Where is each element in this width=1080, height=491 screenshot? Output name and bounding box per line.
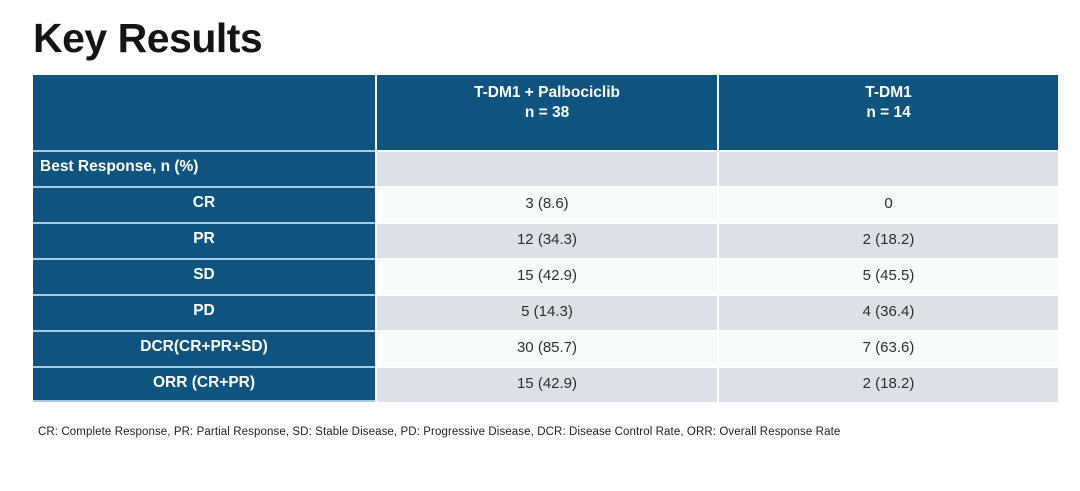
corner-cell <box>33 75 375 150</box>
data-cell: 4 (36.4) <box>717 294 1058 330</box>
results-table: T-DM1 + Palbociclib n = 38 T-DM1 n = 14 … <box>33 75 1058 402</box>
table-header-row: T-DM1 + Palbociclib n = 38 T-DM1 n = 14 <box>33 75 1058 150</box>
data-cell: 3 (8.6) <box>375 186 717 222</box>
data-cell: 5 (14.3) <box>375 294 717 330</box>
table-row-orr: ORR (CR+PR) 15 (42.9) 2 (18.2) <box>33 366 1058 402</box>
data-cell: 15 (42.9) <box>375 258 717 294</box>
data-cell: 30 (85.7) <box>375 330 717 366</box>
table-row-sd: SD 15 (42.9) 5 (45.5) <box>33 258 1058 294</box>
row-label-cell: DCR(CR+PR+SD) <box>33 330 375 366</box>
row-label-cell: CR <box>33 186 375 222</box>
column-n: n = 14 <box>866 104 911 121</box>
column-header-tdm1-palbociclib: T-DM1 + Palbociclib n = 38 <box>375 75 717 150</box>
data-cell: 2 (18.2) <box>717 222 1058 258</box>
table-row-best-response: Best Response, n (%) <box>33 150 1058 186</box>
row-label-cell: PD <box>33 294 375 330</box>
column-title: T-DM1 <box>865 84 912 101</box>
column-title: T-DM1 + Palbociclib <box>474 84 620 101</box>
data-cell: 7 (63.6) <box>717 330 1058 366</box>
column-header-tdm1: T-DM1 n = 14 <box>717 75 1058 150</box>
row-label-cell: PR <box>33 222 375 258</box>
column-n: n = 38 <box>524 104 570 121</box>
data-cell: 5 (45.5) <box>717 258 1058 294</box>
table-row-pr: PR 12 (34.3) 2 (18.2) <box>33 222 1058 258</box>
data-cell: 12 (34.3) <box>375 222 717 258</box>
table-row-pd: PD 5 (14.3) 4 (36.4) <box>33 294 1058 330</box>
data-cell: 0 <box>717 186 1058 222</box>
data-cell: 2 (18.2) <box>717 366 1058 402</box>
row-label-cell: Best Response, n (%) <box>33 150 375 186</box>
data-cell <box>375 150 717 186</box>
row-label-cell: SD <box>33 258 375 294</box>
row-label-cell: ORR (CR+PR) <box>33 366 375 402</box>
page-title: Key Results <box>33 15 263 61</box>
footnote: CR: Complete Response, PR: Partial Respo… <box>38 426 841 438</box>
table-row-dcr: DCR(CR+PR+SD) 30 (85.7) 7 (63.6) <box>33 330 1058 366</box>
table-row-cr: CR 3 (8.6) 0 <box>33 186 1058 222</box>
data-cell <box>717 150 1058 186</box>
data-cell: 15 (42.9) <box>375 366 717 402</box>
